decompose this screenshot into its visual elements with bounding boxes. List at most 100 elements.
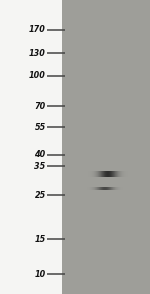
Bar — [83, 187, 84, 191]
Bar — [103, 187, 104, 191]
Bar — [125, 171, 126, 177]
Bar — [121, 187, 122, 191]
Bar — [103, 171, 104, 177]
Bar — [107, 187, 108, 191]
Bar — [111, 187, 112, 191]
Bar — [98, 187, 99, 191]
Bar — [128, 171, 129, 177]
Bar — [84, 187, 85, 191]
Bar — [86, 187, 87, 191]
Bar — [123, 187, 124, 191]
Bar — [97, 187, 98, 191]
Bar — [114, 171, 115, 177]
Bar — [115, 171, 116, 177]
Bar — [122, 171, 123, 177]
Bar — [106, 171, 107, 177]
Bar — [104, 187, 105, 191]
Bar — [108, 187, 109, 191]
Bar — [109, 171, 110, 177]
Bar — [91, 171, 92, 177]
Bar — [87, 171, 88, 177]
Bar — [0, 0, 62, 294]
Bar — [103, 171, 104, 177]
Bar — [105, 187, 106, 191]
Text: 35: 35 — [34, 162, 46, 171]
Bar — [82, 171, 83, 177]
Bar — [122, 187, 123, 191]
Bar — [83, 171, 84, 177]
Bar — [124, 187, 125, 191]
Bar — [99, 187, 100, 191]
Bar — [90, 171, 91, 177]
Text: 70: 70 — [34, 102, 46, 111]
Bar — [82, 171, 83, 177]
Bar — [118, 187, 119, 191]
Bar — [117, 187, 118, 191]
Bar — [127, 187, 128, 191]
Bar — [85, 171, 86, 177]
Bar — [116, 187, 117, 191]
Bar — [129, 171, 130, 177]
Bar — [116, 171, 117, 177]
Bar — [132, 171, 133, 177]
Bar — [107, 171, 108, 177]
Bar — [92, 187, 93, 191]
Bar — [114, 187, 115, 191]
Bar — [102, 171, 103, 177]
Bar — [96, 187, 97, 191]
Bar — [113, 171, 114, 177]
Bar — [112, 187, 113, 191]
Bar — [104, 171, 105, 177]
Text: 130: 130 — [29, 49, 46, 58]
Bar — [109, 187, 110, 191]
Bar — [85, 187, 86, 191]
Bar — [131, 171, 132, 177]
Bar — [87, 187, 88, 191]
Bar — [95, 187, 96, 191]
Bar — [94, 171, 95, 177]
Bar — [105, 171, 106, 177]
Bar — [124, 171, 125, 177]
Bar — [127, 171, 128, 177]
Bar — [90, 187, 91, 191]
Bar — [82, 187, 83, 191]
Bar — [95, 171, 96, 177]
Bar — [82, 187, 83, 191]
Bar — [117, 171, 118, 177]
Bar — [101, 187, 102, 191]
Bar — [100, 171, 101, 177]
Bar — [118, 187, 119, 191]
Bar — [88, 187, 89, 191]
Bar — [123, 171, 124, 177]
Bar — [99, 171, 100, 177]
Bar — [103, 187, 104, 191]
Bar — [93, 187, 94, 191]
Bar — [115, 187, 116, 191]
Bar — [126, 187, 127, 191]
Bar — [106, 187, 107, 191]
Bar — [110, 171, 111, 177]
Bar — [100, 187, 101, 191]
Bar — [62, 0, 150, 294]
Bar — [101, 171, 102, 177]
Bar — [86, 171, 87, 177]
Bar — [133, 171, 134, 177]
Bar — [93, 171, 94, 177]
Bar — [113, 187, 114, 191]
Bar — [119, 171, 120, 177]
Bar — [94, 187, 95, 191]
Bar — [120, 171, 121, 177]
Bar — [118, 171, 119, 177]
Bar — [89, 187, 90, 191]
Text: 55: 55 — [34, 123, 46, 132]
Bar — [98, 171, 99, 177]
Text: 100: 100 — [29, 71, 46, 80]
Bar — [130, 171, 131, 177]
Bar — [89, 171, 90, 177]
Bar — [88, 171, 89, 177]
Bar — [108, 171, 109, 177]
Text: 10: 10 — [34, 270, 46, 279]
Bar — [102, 187, 103, 191]
Bar — [97, 171, 98, 177]
Bar — [126, 171, 127, 177]
